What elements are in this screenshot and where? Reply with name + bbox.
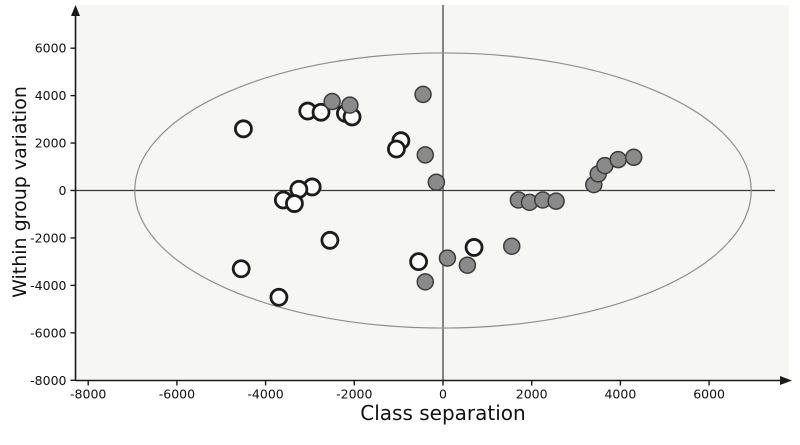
data-point-filled <box>416 273 435 291</box>
data-point-filled <box>609 150 627 169</box>
data-point-open <box>234 119 253 139</box>
y-tick-label: -2000 <box>30 230 66 245</box>
x-tick-label: 6000 <box>693 387 725 402</box>
y-axis-arrow-icon <box>71 5 80 16</box>
x-tick-label: -2000 <box>336 387 372 402</box>
confidence-ellipse <box>134 52 752 329</box>
x-tick-label: 2000 <box>516 387 548 402</box>
plot-area <box>75 5 789 381</box>
data-point-filled <box>416 146 435 164</box>
y-tick-label: -8000 <box>30 373 66 388</box>
x-axis-arrow-icon <box>780 376 792 385</box>
x-tick-label: -6000 <box>159 387 195 402</box>
x-tick-label: 4000 <box>604 387 636 402</box>
data-point-filled <box>438 249 457 267</box>
y-tick-label: -6000 <box>30 325 66 340</box>
data-point-filled <box>427 173 446 191</box>
x-tick-label: -4000 <box>247 387 283 402</box>
data-point-open <box>320 230 340 250</box>
data-point-filled <box>458 256 477 274</box>
x-tick-label: -8000 <box>70 387 106 402</box>
data-point-open <box>269 287 289 307</box>
data-point-open <box>387 139 406 159</box>
data-point-open <box>231 259 251 279</box>
y-tick-label: -4000 <box>30 278 66 293</box>
data-point-filled <box>624 148 643 167</box>
x-tick-label: 0 <box>439 387 447 402</box>
data-point-filled <box>323 92 341 111</box>
y-tick-label: 6000 <box>35 41 67 56</box>
y-tick-label: 4000 <box>35 88 67 103</box>
data-point-open <box>285 194 304 213</box>
data-point-filled <box>502 237 521 255</box>
data-point-filled <box>414 85 432 104</box>
y-axis-label: Within group variation <box>9 86 31 298</box>
x-axis-label: Class separation <box>360 401 526 425</box>
y-tick-label: 2000 <box>35 136 67 151</box>
data-point-filled <box>547 192 565 210</box>
data-point-filled <box>341 96 359 114</box>
data-point-open <box>464 238 484 257</box>
data-point-open <box>409 252 429 272</box>
data-point-open <box>311 102 331 122</box>
y-tick-label: 0 <box>59 183 67 198</box>
